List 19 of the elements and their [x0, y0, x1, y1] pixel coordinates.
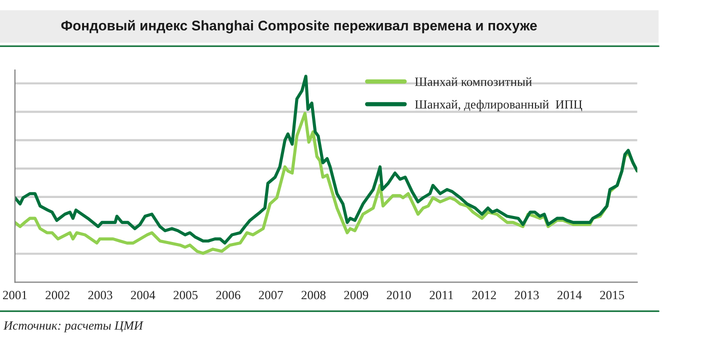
legend-label: Шанхай, дефлированный ИПЦ — [415, 100, 582, 112]
x-tick-label: 2003 — [88, 290, 112, 300]
x-tick-label: 2002 — [46, 290, 70, 300]
x-tick-label: 2012 — [472, 290, 496, 300]
text: Источник: расчеты ЦМИ — [3, 321, 144, 332]
x-tick-label: 2011 — [430, 290, 453, 300]
legend-label: Шанхай композитный — [415, 77, 532, 86]
x-tick-label: 2004 — [130, 290, 156, 300]
x-tick-label: 2015 — [600, 290, 624, 300]
x-tick-label: 2009 — [344, 290, 368, 300]
chart-title: Фондовый индекс Shanghai Composite переживал времена и похуже — [61, 20, 537, 34]
x-tick-label: 2001 — [3, 290, 27, 300]
x-tick-label: 2007 — [258, 290, 284, 300]
x-tick-label: 2008 — [302, 290, 326, 300]
x-tick-label: 2013 — [514, 290, 539, 300]
x-tick-label: 2010 — [386, 290, 411, 300]
x-tick-label: 2014 — [557, 290, 582, 300]
x-tick-label: 2006 — [216, 290, 240, 300]
x-tick-label: 2005 — [174, 290, 198, 300]
